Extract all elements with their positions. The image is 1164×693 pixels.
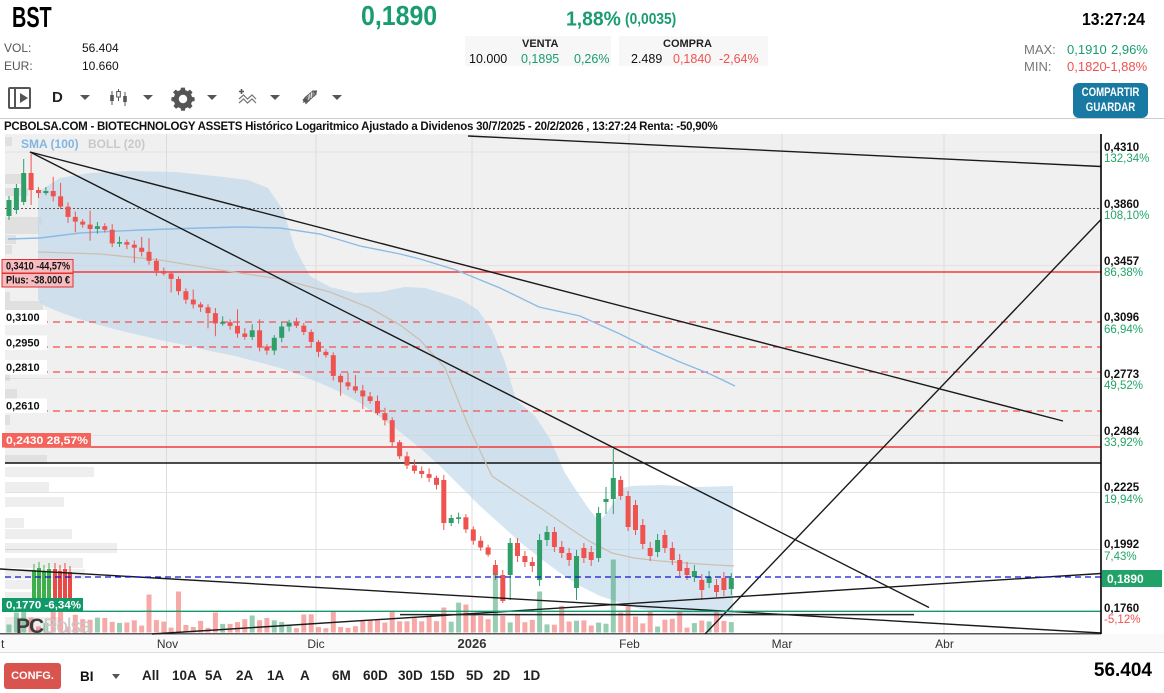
svg-text:0,2773: 0,2773 [1104, 369, 1139, 381]
svg-text:t: t [1, 637, 5, 651]
svg-text:Mar: Mar [772, 637, 793, 651]
svg-text:19,94%: 19,94% [1104, 494, 1143, 506]
svg-text:49,52%: 49,52% [1104, 380, 1143, 392]
svg-text:0,1992: 0,1992 [1104, 539, 1139, 551]
svg-text:0,2810: 0,2810 [6, 362, 40, 374]
svg-text:0,1770 -6,34%: 0,1770 -6,34% [6, 600, 81, 612]
svg-text:0,1760: 0,1760 [1104, 603, 1139, 615]
svg-text:0,3410 -44,57%: 0,3410 -44,57% [6, 261, 70, 273]
svg-text:Plus: -38.000 €: Plus: -38.000 € [6, 275, 70, 287]
svg-text:86,38%: 86,38% [1104, 267, 1143, 279]
svg-text:Nov: Nov [157, 637, 178, 651]
svg-text:0,4310: 0,4310 [1104, 142, 1139, 154]
svg-text:0,3096: 0,3096 [1104, 312, 1139, 324]
svg-text:0,2225: 0,2225 [1104, 482, 1140, 494]
svg-text:0,2950: 0,2950 [6, 338, 40, 350]
svg-text:0,3100: 0,3100 [6, 312, 40, 324]
svg-text:Dic: Dic [307, 637, 324, 651]
svg-text:Feb: Feb [619, 637, 640, 651]
svg-text:Abr: Abr [935, 637, 954, 651]
svg-text:0,3457: 0,3457 [1104, 256, 1139, 268]
svg-text:PCBolsa: PCBolsa [16, 615, 92, 638]
svg-text:66,94%: 66,94% [1104, 324, 1143, 336]
svg-text:0,2484: 0,2484 [1104, 426, 1140, 438]
svg-text:0,2430 28,57%: 0,2430 28,57% [6, 435, 88, 447]
svg-text:132,34%: 132,34% [1104, 153, 1149, 165]
svg-text:2026: 2026 [458, 636, 487, 651]
svg-text:108,10%: 108,10% [1104, 210, 1149, 222]
svg-text:PCBOLSA.COM - BIOTECHNOLOGY AS: PCBOLSA.COM - BIOTECHNOLOGY ASSETS Histó… [4, 121, 718, 133]
svg-text:0,2610: 0,2610 [6, 401, 40, 413]
svg-text:SMA (100): SMA (100) [21, 137, 79, 151]
svg-text:33,92%: 33,92% [1104, 437, 1143, 449]
svg-text:-5,12%: -5,12% [1104, 614, 1140, 626]
svg-text:BOLL (20): BOLL (20) [88, 137, 145, 151]
svg-text:7,43%: 7,43% [1104, 551, 1137, 563]
svg-text:0,3860: 0,3860 [1104, 199, 1139, 211]
svg-text:0,1890: 0,1890 [1107, 572, 1144, 586]
